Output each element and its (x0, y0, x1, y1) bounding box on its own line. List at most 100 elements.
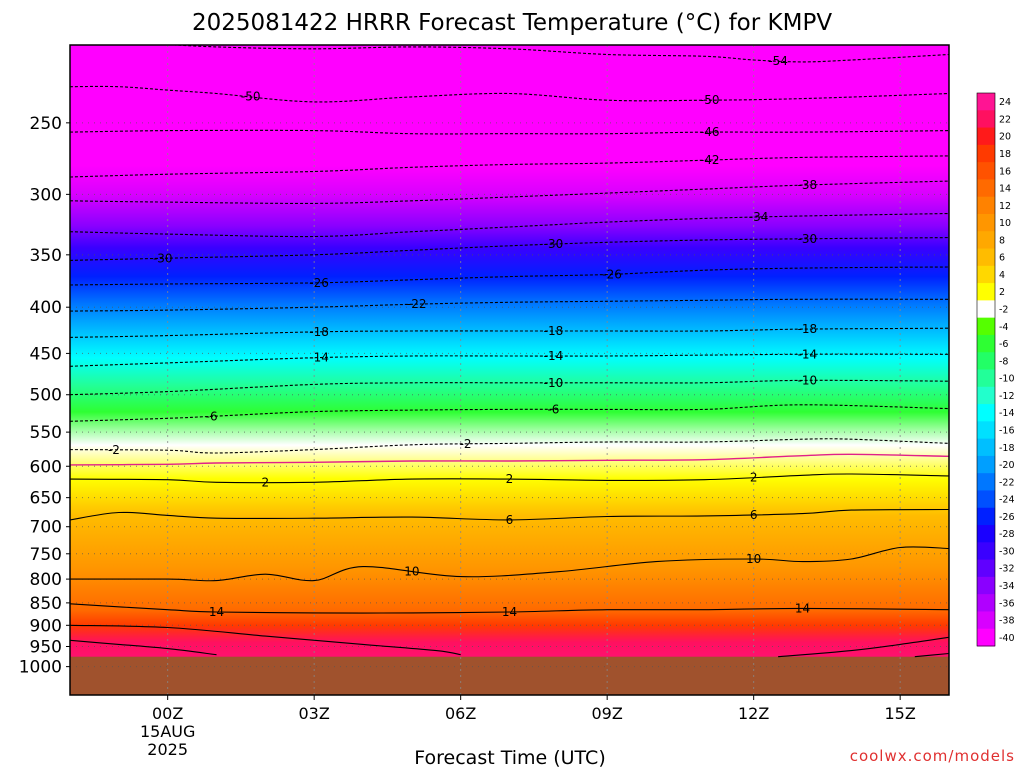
contour-label: -30 (153, 251, 173, 265)
colorbar-swatch (977, 317, 995, 336)
colorbar-swatch (977, 352, 995, 370)
contour-line (778, 636, 949, 658)
x-tick-label: 03Z (299, 704, 330, 723)
colorbar-swatch (977, 490, 995, 509)
x-tick-label: 15Z (885, 704, 916, 723)
contour-label: -14 (544, 349, 564, 363)
colorbar-swatch (977, 144, 995, 163)
colorbar-swatch (977, 283, 995, 301)
contour-label: 6 (506, 513, 514, 527)
colorbar-tick-label: 6 (999, 253, 1005, 264)
x-tick-label: 00Z (152, 704, 183, 723)
plot-frame (69, 44, 950, 696)
x-tick-label: 06Z (445, 704, 476, 723)
colorbar-tick-label: -30 (999, 546, 1015, 557)
contour-line (70, 266, 949, 286)
colorbar-tick-label: 10 (999, 218, 1011, 229)
colorbar-swatch (977, 334, 995, 353)
colorbar-swatch (977, 404, 995, 422)
y-tick-label: 350 (30, 246, 62, 266)
x-tick-sublabel: 2025 (147, 740, 188, 759)
contour-label: 2 (506, 472, 514, 486)
contour-label: -18 (309, 325, 329, 339)
colorbar-tick-label: -28 (999, 529, 1015, 540)
contour-line (70, 212, 949, 238)
contour-line (70, 603, 949, 614)
colorbar-tick-label: -32 (999, 564, 1015, 575)
colorbar-tick-label: -20 (999, 460, 1015, 471)
colorbar-swatch (977, 611, 995, 630)
contour-line (70, 155, 949, 178)
colorbar-swatch (977, 110, 995, 129)
contour-label: -54 (768, 54, 788, 68)
colorbar-swatch (977, 594, 995, 612)
contour-label: 6 (750, 508, 758, 522)
y-tick-label: 550 (30, 423, 62, 443)
colorbar-tick-label: -24 (999, 495, 1015, 506)
contour-label: -14 (309, 351, 329, 365)
x-tick-sublabel: 15AUG (140, 722, 195, 741)
colorbar-tick-label: -22 (999, 477, 1015, 488)
chart-title: 2025081422 HRRR Forecast Temperature (°C… (192, 10, 832, 36)
contour-line (70, 546, 949, 582)
contour-label: -2 (460, 437, 472, 451)
colorbar-tick-label: -6 (999, 339, 1008, 350)
colorbar-swatch (977, 213, 995, 232)
contour-label: -14 (798, 347, 818, 361)
contour-line (70, 298, 949, 312)
colorbar-tick-label: -16 (999, 425, 1015, 436)
colorbar-tick-label: 2 (999, 287, 1005, 298)
contour-label: 10 (746, 552, 761, 566)
y-tick-label: 400 (30, 298, 62, 318)
contour-line (70, 379, 949, 396)
contour-label: -42 (700, 153, 720, 167)
colorbar-swatch (977, 628, 995, 647)
colorbar-swatch (977, 386, 995, 405)
colorbar-tick-label: -38 (999, 616, 1015, 627)
credit-text: coolwx.com/models (850, 747, 1015, 765)
y-tick-label: 800 (30, 570, 62, 590)
colorbar-swatch (977, 93, 995, 111)
freezing-line (70, 453, 949, 466)
x-tick-label: 12Z (738, 704, 769, 723)
contour-line (70, 508, 949, 521)
y-tick-label: 750 (30, 545, 62, 565)
y-tick-label: 500 (30, 386, 62, 406)
y-tick-label: 700 (30, 518, 62, 538)
colorbar-swatch (977, 559, 995, 578)
x-tick-label: 09Z (592, 704, 623, 723)
y-tick-label: 600 (30, 457, 62, 477)
colorbar-swatch (977, 525, 995, 543)
contour-line (70, 129, 949, 135)
colorbar-swatch (977, 455, 995, 474)
contour-label: 2 (262, 475, 270, 489)
colorbar-tick-label: 14 (999, 184, 1011, 195)
temperature-field (70, 45, 949, 695)
colorbar-swatch (977, 369, 995, 388)
contour-line (70, 473, 949, 484)
y-tick-label: 1000 (19, 658, 62, 678)
contour-label: -18 (798, 322, 818, 336)
contour-label: -6 (206, 409, 218, 423)
colorbar-swatch (977, 179, 995, 198)
contour-label: -2 (108, 443, 120, 457)
contour-line (70, 353, 949, 367)
contour-label: 14 (209, 605, 224, 619)
colorbar-tick-label: 22 (999, 114, 1011, 125)
colorbar-tick-label: 18 (999, 149, 1011, 160)
contour-line (70, 438, 949, 454)
ground-fill (70, 656, 949, 695)
y-tick-label: 250 (30, 114, 62, 134)
y-tick-label: 850 (30, 594, 62, 614)
contour-label: -10 (544, 376, 564, 390)
y-tick-label: 950 (30, 638, 62, 658)
colorbar-tick-label: 12 (999, 201, 1011, 212)
colorbar-tick-label: -36 (999, 598, 1015, 609)
colorbar-tick-label: 4 (999, 270, 1005, 281)
colorbar-tick-label: -12 (999, 391, 1015, 402)
colorbar-tick-label: -40 (999, 633, 1015, 644)
colorbar-swatch (977, 300, 995, 319)
colorbar-tick-label: -2 (999, 305, 1008, 316)
